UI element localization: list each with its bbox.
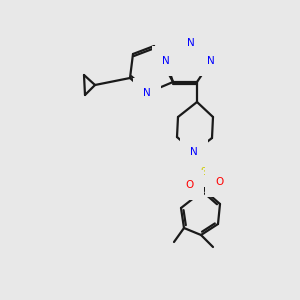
Text: N: N [207, 56, 215, 66]
Text: N: N [162, 56, 170, 66]
Text: O: O [216, 177, 224, 187]
Text: O: O [185, 180, 193, 190]
Text: N: N [187, 38, 195, 48]
Text: N: N [143, 88, 151, 98]
Text: N: N [190, 147, 198, 157]
Text: S: S [201, 167, 207, 177]
